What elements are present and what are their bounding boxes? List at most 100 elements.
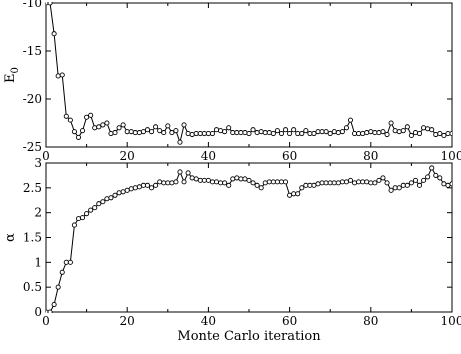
data-point	[144, 127, 151, 133]
x-tick-label: 40	[201, 149, 216, 163]
data-point	[169, 130, 175, 136]
data-point	[392, 128, 398, 134]
data-point	[222, 180, 228, 186]
panel-alpha: 0 20 40 60 80 100 0 0.5 1 1.5 2 2.5 3 α Monte Carlo it…	[3, 156, 461, 344]
data-point	[299, 131, 305, 137]
data-point	[335, 180, 341, 186]
data-point	[331, 129, 337, 135]
y-tick-label: -15	[23, 44, 42, 58]
data-point	[185, 170, 191, 176]
y-axis-label-main: E	[3, 73, 18, 83]
x-axis-label: Monte Carlo iteration	[177, 329, 321, 344]
data-point	[88, 207, 94, 213]
data-point	[124, 129, 130, 135]
data-point	[372, 180, 378, 186]
data-point	[153, 124, 159, 130]
data-point	[254, 182, 260, 188]
data-point	[327, 180, 333, 186]
data-point	[270, 131, 276, 137]
data-point	[92, 205, 98, 211]
data-point	[205, 131, 211, 137]
data-point	[368, 129, 374, 135]
data-point	[416, 131, 423, 137]
data-point	[311, 131, 317, 137]
data-point	[181, 179, 187, 185]
data-point	[416, 182, 423, 188]
y-tick-label: -20	[23, 92, 42, 106]
data-point	[238, 130, 244, 136]
data-point	[173, 179, 179, 185]
data-point	[230, 176, 236, 182]
data-point	[376, 177, 382, 183]
data-point	[262, 180, 268, 186]
data-point	[189, 175, 195, 181]
data-point	[242, 130, 248, 136]
data-point	[47, 2, 53, 6]
data-point	[132, 185, 138, 191]
data-point	[197, 177, 203, 183]
data-point	[108, 195, 114, 201]
data-point	[165, 180, 171, 186]
data-point	[238, 176, 244, 182]
x-tick-label: 100	[441, 149, 461, 163]
data-point	[315, 129, 321, 135]
data-point	[88, 112, 94, 118]
data-point	[274, 128, 280, 134]
data-point	[128, 186, 134, 192]
data-point	[75, 134, 82, 140]
data-point	[270, 179, 276, 185]
data-point	[120, 189, 126, 195]
data-point	[412, 177, 419, 183]
data-point	[356, 179, 362, 185]
data-point	[437, 175, 443, 181]
data-point	[189, 131, 195, 138]
data-point	[347, 177, 354, 183]
y-axis-label: α	[3, 233, 18, 242]
data-point	[149, 129, 155, 135]
data-point	[157, 128, 163, 134]
data-point	[128, 129, 134, 135]
data-point	[396, 185, 402, 191]
data-point	[157, 179, 163, 185]
y-tick-label: -25	[23, 140, 42, 154]
data-point	[282, 179, 289, 185]
data-point	[311, 182, 317, 188]
data-point	[246, 177, 252, 183]
data-point	[396, 129, 402, 135]
data-point	[400, 128, 406, 134]
data-point	[303, 182, 309, 188]
data-point	[67, 259, 73, 265]
x-tick-label: 100	[441, 314, 461, 328]
data-point	[299, 185, 305, 191]
x-tick-label: 80	[363, 149, 378, 163]
data-point	[63, 113, 69, 119]
data-point	[388, 187, 394, 193]
data-point	[441, 181, 447, 187]
data-point	[149, 185, 155, 191]
data-point	[343, 125, 349, 131]
data-point	[433, 172, 439, 178]
data-point	[372, 130, 378, 136]
data-point	[84, 211, 90, 217]
data-point	[116, 190, 122, 196]
data-point	[132, 130, 138, 136]
data-point	[307, 131, 313, 137]
data-point	[287, 131, 293, 137]
data-point	[96, 124, 102, 130]
y-tick-label: -10	[23, 0, 42, 10]
data-point	[429, 165, 435, 171]
data-point	[258, 129, 264, 135]
data-point	[445, 182, 451, 188]
data-point	[404, 124, 410, 130]
data-point	[266, 130, 272, 136]
data-point	[63, 259, 69, 265]
data-point	[47, 309, 53, 313]
data-point	[278, 179, 285, 185]
data-point	[193, 131, 199, 137]
data-point	[112, 130, 118, 136]
data-point	[116, 125, 122, 131]
data-point	[197, 131, 203, 137]
data-point	[226, 125, 232, 131]
data-point	[323, 129, 329, 135]
